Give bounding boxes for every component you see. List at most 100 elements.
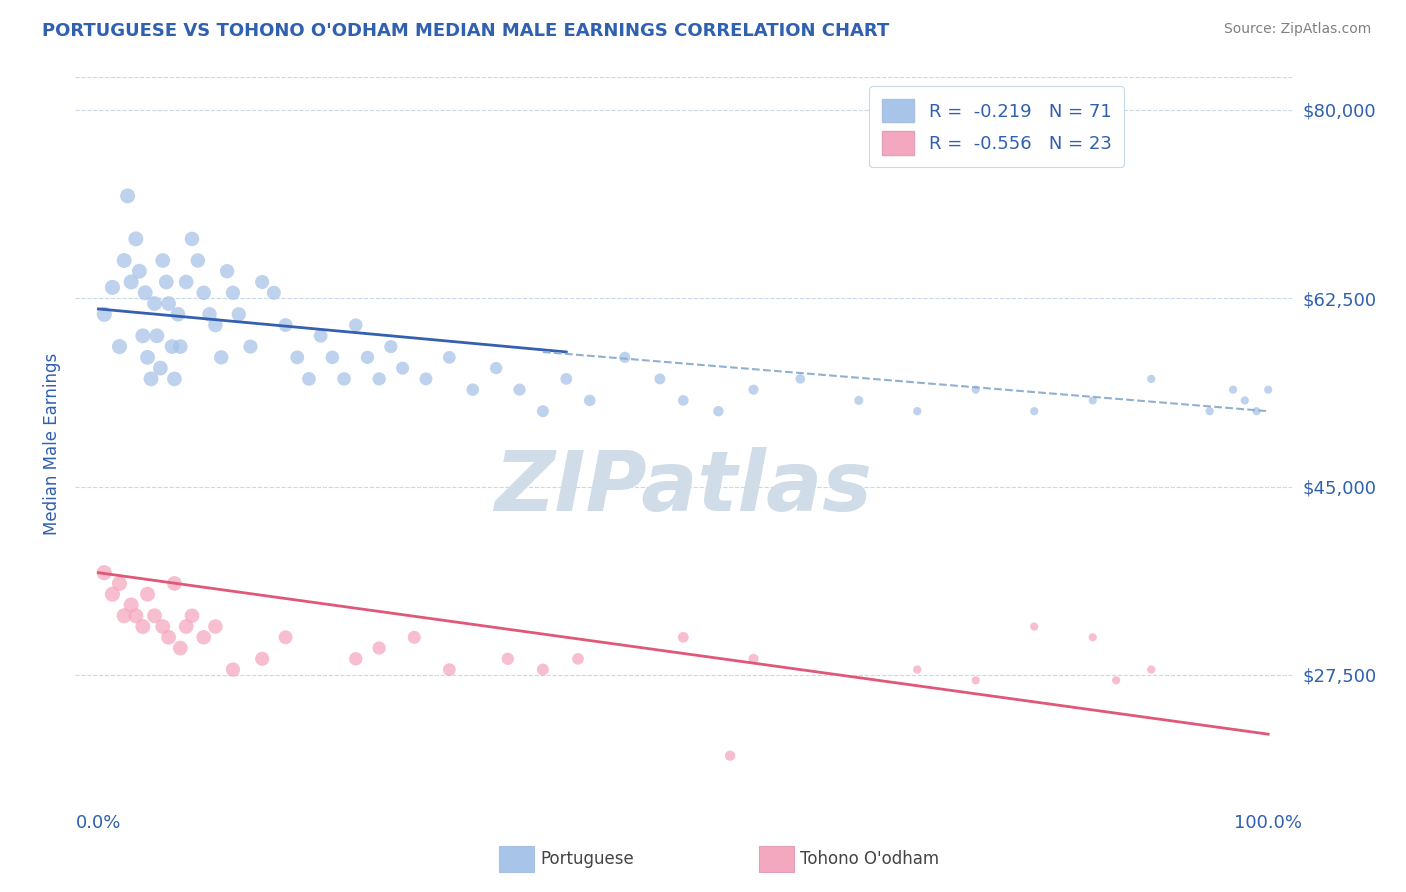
Point	[356, 351, 378, 365]
Point	[1024, 404, 1046, 418]
Point	[1024, 619, 1046, 633]
Point	[461, 383, 484, 397]
Point	[1246, 404, 1268, 418]
Point	[152, 253, 174, 268]
Point	[965, 383, 987, 397]
Point	[1198, 404, 1220, 418]
Point	[169, 340, 191, 354]
Point	[146, 328, 169, 343]
Point	[209, 351, 232, 365]
Point	[555, 372, 578, 386]
Point	[160, 340, 183, 354]
Point	[169, 641, 191, 656]
Point	[204, 318, 226, 332]
Point	[120, 598, 142, 612]
Point	[101, 280, 124, 294]
Point	[108, 576, 131, 591]
Point	[117, 189, 139, 203]
Point	[132, 328, 155, 343]
Point	[742, 652, 765, 666]
Point	[93, 566, 115, 580]
Point	[187, 253, 209, 268]
Point	[531, 404, 554, 418]
Point	[128, 264, 150, 278]
Point	[174, 619, 197, 633]
Point	[181, 608, 204, 623]
Point	[1140, 372, 1163, 386]
Point	[496, 652, 519, 666]
Point	[742, 383, 765, 397]
Point	[152, 619, 174, 633]
Point	[157, 296, 180, 310]
Point	[93, 307, 115, 321]
Point	[274, 318, 297, 332]
Point	[174, 275, 197, 289]
Text: PORTUGUESE VS TOHONO O'ODHAM MEDIAN MALE EARNINGS CORRELATION CHART: PORTUGUESE VS TOHONO O'ODHAM MEDIAN MALE…	[42, 22, 890, 40]
Point	[139, 372, 162, 386]
Point	[274, 630, 297, 644]
Point	[965, 673, 987, 688]
Point	[143, 608, 166, 623]
Point	[193, 285, 215, 300]
Point	[368, 641, 391, 656]
Point	[167, 307, 190, 321]
Point	[404, 630, 426, 644]
Text: Portuguese: Portuguese	[540, 850, 634, 868]
Point	[1222, 383, 1244, 397]
Point	[718, 748, 741, 763]
Text: ZIPatlas: ZIPatlas	[495, 447, 872, 528]
Text: Tohono O'odham: Tohono O'odham	[800, 850, 939, 868]
Point	[134, 285, 156, 300]
Point	[672, 630, 695, 644]
Point	[1081, 393, 1104, 408]
Point	[648, 372, 671, 386]
Point	[578, 393, 600, 408]
Point	[439, 351, 461, 365]
Point	[228, 307, 250, 321]
Point	[198, 307, 221, 321]
Point	[132, 619, 155, 633]
Point	[707, 404, 730, 418]
Legend: R =  -0.219   N = 71, R =  -0.556   N = 23: R = -0.219 N = 71, R = -0.556 N = 23	[869, 87, 1125, 167]
Point	[672, 393, 695, 408]
Point	[250, 275, 273, 289]
Point	[567, 652, 589, 666]
Point	[333, 372, 356, 386]
Point	[1233, 393, 1256, 408]
Point	[380, 340, 402, 354]
Point	[143, 296, 166, 310]
Point	[263, 285, 285, 300]
Point	[149, 361, 172, 376]
Point	[1105, 673, 1128, 688]
Point	[125, 608, 148, 623]
Point	[193, 630, 215, 644]
Text: Source: ZipAtlas.com: Source: ZipAtlas.com	[1223, 22, 1371, 37]
Point	[1257, 383, 1279, 397]
Point	[285, 351, 308, 365]
Point	[439, 663, 461, 677]
Point	[222, 285, 245, 300]
Point	[163, 576, 186, 591]
Point	[163, 372, 186, 386]
Point	[298, 372, 321, 386]
Point	[531, 663, 554, 677]
Point	[108, 340, 131, 354]
Point	[250, 652, 273, 666]
Point	[368, 372, 391, 386]
Point	[848, 393, 870, 408]
Point	[120, 275, 142, 289]
Point	[321, 351, 343, 365]
Point	[112, 253, 135, 268]
Point	[155, 275, 177, 289]
Point	[905, 663, 928, 677]
Point	[101, 587, 124, 601]
Point	[222, 663, 245, 677]
Point	[309, 328, 332, 343]
Point	[239, 340, 262, 354]
Point	[204, 619, 226, 633]
Point	[391, 361, 413, 376]
Point	[344, 318, 367, 332]
Point	[415, 372, 437, 386]
Point	[1140, 663, 1163, 677]
Point	[1081, 630, 1104, 644]
